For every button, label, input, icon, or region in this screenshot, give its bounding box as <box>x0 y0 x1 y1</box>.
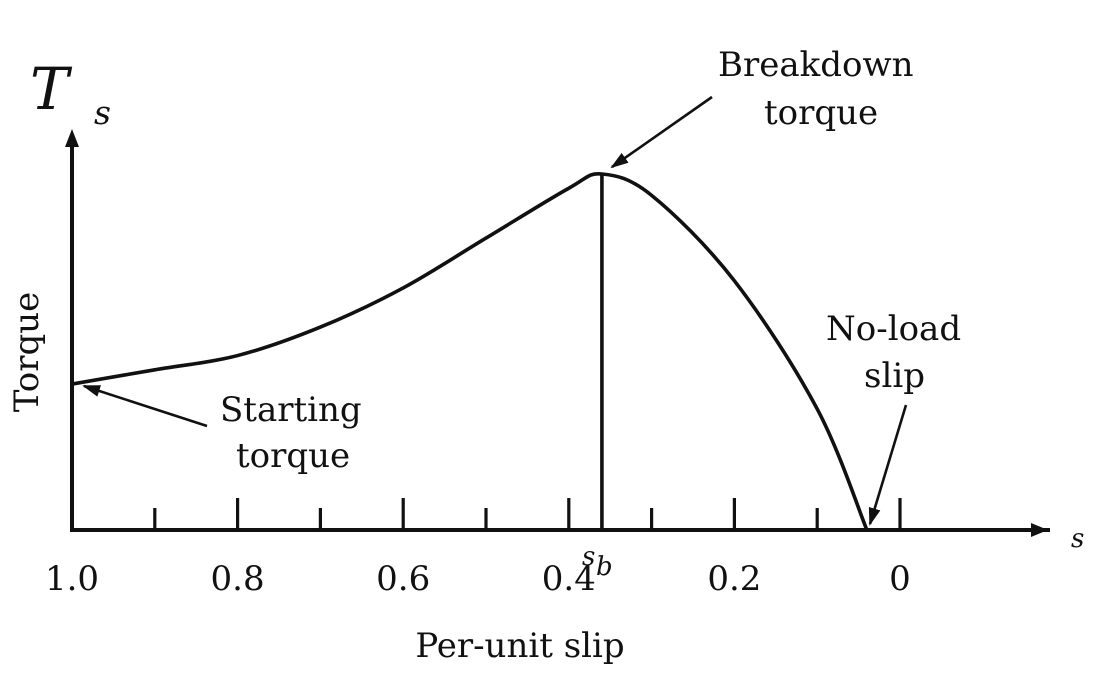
breakdown-torque-label-line-1: Breakdown <box>718 45 913 85</box>
x-tick-label: 1.0 <box>45 559 99 599</box>
curve-layer <box>70 172 869 532</box>
x-axis-arrowhead <box>1031 523 1048 537</box>
ticks-layer <box>70 498 902 530</box>
starting-torque-label-line-2: torque <box>236 436 350 476</box>
tick-labels: 1.0 0.8 0.6 0.4 0.2 0 <box>45 559 911 599</box>
x-axis-title: Per-unit slip <box>415 626 624 666</box>
x-tick-label: 0.4 <box>542 559 596 599</box>
annotation-arrows <box>82 95 908 526</box>
x-tick-label: 0.2 <box>707 559 761 599</box>
no-load-slip-arrow <box>868 404 908 526</box>
y-axis-title: Torque <box>7 292 47 413</box>
y-axis-symbol: T <box>30 55 73 123</box>
no-load-slip-label-line-1: No-load <box>826 309 961 349</box>
starting-torque-arrow <box>82 384 208 428</box>
x-tick-label: 0.8 <box>211 559 265 599</box>
breakdown-slip-symbol: s <box>582 542 595 572</box>
starting-torque-label-line-1: Starting <box>220 390 362 430</box>
torque-slip-curve <box>70 172 869 532</box>
breakdown-slip-subscript: b <box>596 552 613 582</box>
x-tick-label: 0 <box>889 559 911 599</box>
no-load-slip-label-line-2: slip <box>864 356 925 396</box>
x-tick-label: 0.6 <box>376 559 430 599</box>
y-axis-symbol-subscript: s <box>94 93 111 132</box>
y-axis-arrowhead <box>65 129 79 147</box>
breakdown-torque-label-line-2: torque <box>764 93 878 133</box>
x-axis-symbol: s <box>1071 524 1084 554</box>
axes-layer <box>65 129 1050 537</box>
breakdown-torque-arrow <box>610 95 713 169</box>
